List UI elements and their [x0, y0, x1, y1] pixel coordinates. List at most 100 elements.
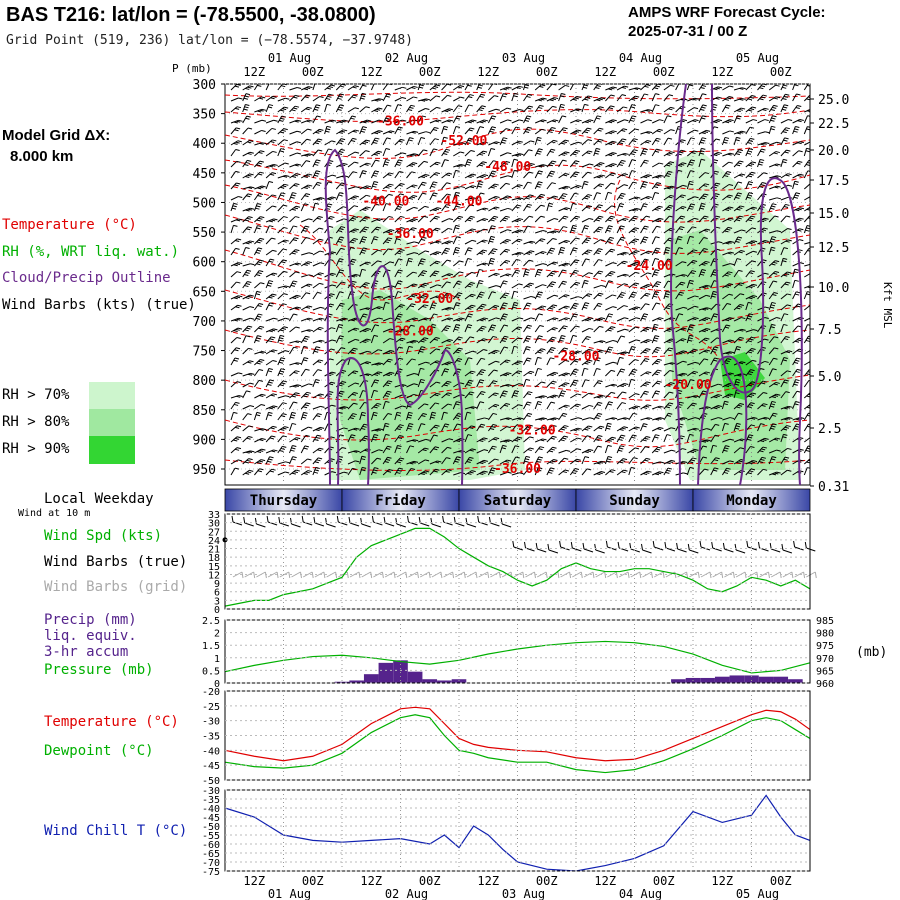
wind-barb-flag: [503, 324, 509, 327]
wind-barb-flag: [268, 220, 273, 223]
wind-barb: [640, 303, 646, 311]
wind-barb-flag: [668, 339, 673, 342]
wind-barb: [359, 162, 367, 168]
wind-barb: [394, 227, 401, 234]
wind-barb-flag: [632, 434, 637, 437]
wind-barb: [230, 218, 239, 223]
wind-barb-flag: [467, 307, 472, 310]
wind-barb-flag: [469, 229, 474, 232]
wind-barb-flag: [247, 413, 252, 416]
wind-barb-flag: [238, 196, 243, 199]
wind-barb: [698, 390, 704, 399]
wind-barb: [265, 84, 270, 91]
wind-barb: [371, 218, 379, 223]
wind-barb-flag: [587, 205, 593, 208]
wind-barb-flag: [420, 296, 425, 299]
wind-barb-flag: [654, 87, 659, 90]
wind-barb: [277, 271, 284, 278]
wind-barb-flag: [703, 350, 708, 353]
wind-barb: [569, 302, 576, 311]
wind-barb: [464, 127, 471, 135]
wind-barb-flag: [355, 427, 360, 430]
wind-barb-flag: [479, 393, 485, 396]
wind-barb-flag: [425, 438, 430, 441]
wind-barb-flag: [516, 361, 521, 364]
wind-barb-flag: [551, 328, 556, 331]
wind-barb-flag: [469, 306, 474, 309]
wind-barb-flag: [282, 248, 288, 251]
wind-barb-flag: [271, 237, 276, 240]
wind-barb-flag: [271, 406, 276, 409]
wind-barb-flag: [398, 159, 403, 162]
wind-barb-flag: [563, 208, 568, 211]
wind-barb: [464, 470, 472, 476]
wind-barb-flag: [328, 294, 333, 297]
wind-barb-flag: [339, 434, 345, 437]
wind-barb-flag: [658, 205, 663, 208]
wind-barb: [616, 335, 622, 344]
wind-barb: [242, 263, 251, 267]
wind-barb-flag: [552, 304, 558, 307]
wind-barb-flag: [618, 142, 624, 145]
wind-barb-flag: [548, 251, 553, 254]
wind-barb-flag: [361, 427, 366, 430]
wind-barb: [464, 119, 473, 124]
wind-barb-flag: [297, 384, 302, 387]
wind-barb: [312, 138, 319, 146]
wind-barb: [593, 215, 600, 223]
wind-barb-flag: [702, 137, 707, 140]
wind-barb-flag: [467, 219, 472, 222]
wind-barb-flag: [633, 262, 638, 265]
wind-barb: [628, 393, 636, 399]
wind-barb: [441, 438, 450, 443]
wind-barb: [277, 317, 286, 322]
wind-barb-flag: [666, 414, 672, 417]
wind-barb: [722, 283, 730, 289]
wind-barb-flag: [245, 247, 250, 250]
wind-barb: [581, 171, 588, 179]
wind-barb-flag: [632, 115, 637, 118]
wind-barb-flag: [538, 456, 543, 459]
wind-barb-flag: [471, 173, 477, 176]
wind-barb: [616, 160, 623, 168]
wind-barb-flag: [724, 274, 729, 277]
wind-barb-flag: [536, 273, 541, 276]
wind-barb: [710, 383, 719, 388]
wind-barb-flag: [541, 84, 546, 87]
wind-barb-flag: [600, 349, 605, 352]
wind-barb-flag: [643, 423, 648, 426]
wind-barb-flag: [549, 418, 554, 421]
wind-barb: [546, 357, 551, 366]
wind-barb-flag: [467, 176, 472, 179]
wind-barb: [429, 284, 438, 289]
wind-barb-flag: [665, 249, 670, 252]
wind-barb-flag: [339, 192, 344, 195]
wind-barb-flag: [739, 215, 744, 218]
wind-barb: [698, 237, 705, 245]
wind-barb-flag: [398, 228, 403, 231]
wind-barb-flag: [343, 162, 348, 165]
wind-barb-flag: [608, 107, 614, 110]
wind-barb-flag: [705, 349, 711, 352]
wind-barb-flag: [701, 440, 707, 443]
wind-barb: [230, 225, 234, 234]
wind-barb: [429, 119, 438, 124]
wind-barb-flag: [479, 95, 484, 98]
wind-barb: [359, 435, 366, 443]
wind-barb-flag: [528, 105, 534, 108]
wind-barb-flag: [360, 130, 365, 133]
wind-barb-flag: [598, 302, 603, 305]
wind-barb-flag: [245, 117, 250, 120]
wind-barb: [429, 337, 437, 344]
wind-barb-flag: [352, 328, 357, 331]
wind-barb-flag: [495, 349, 500, 352]
wind-barb-flag: [293, 107, 298, 110]
wind-barb-flag: [724, 106, 730, 109]
wind-barb-flag: [328, 383, 334, 386]
wind-barb-flag: [601, 284, 606, 287]
wind-barb: [406, 423, 410, 432]
wind-barb: [254, 393, 262, 399]
wind-barb: [301, 329, 310, 333]
wind-barb-flag: [385, 148, 391, 150]
wind-barb: [394, 203, 400, 212]
